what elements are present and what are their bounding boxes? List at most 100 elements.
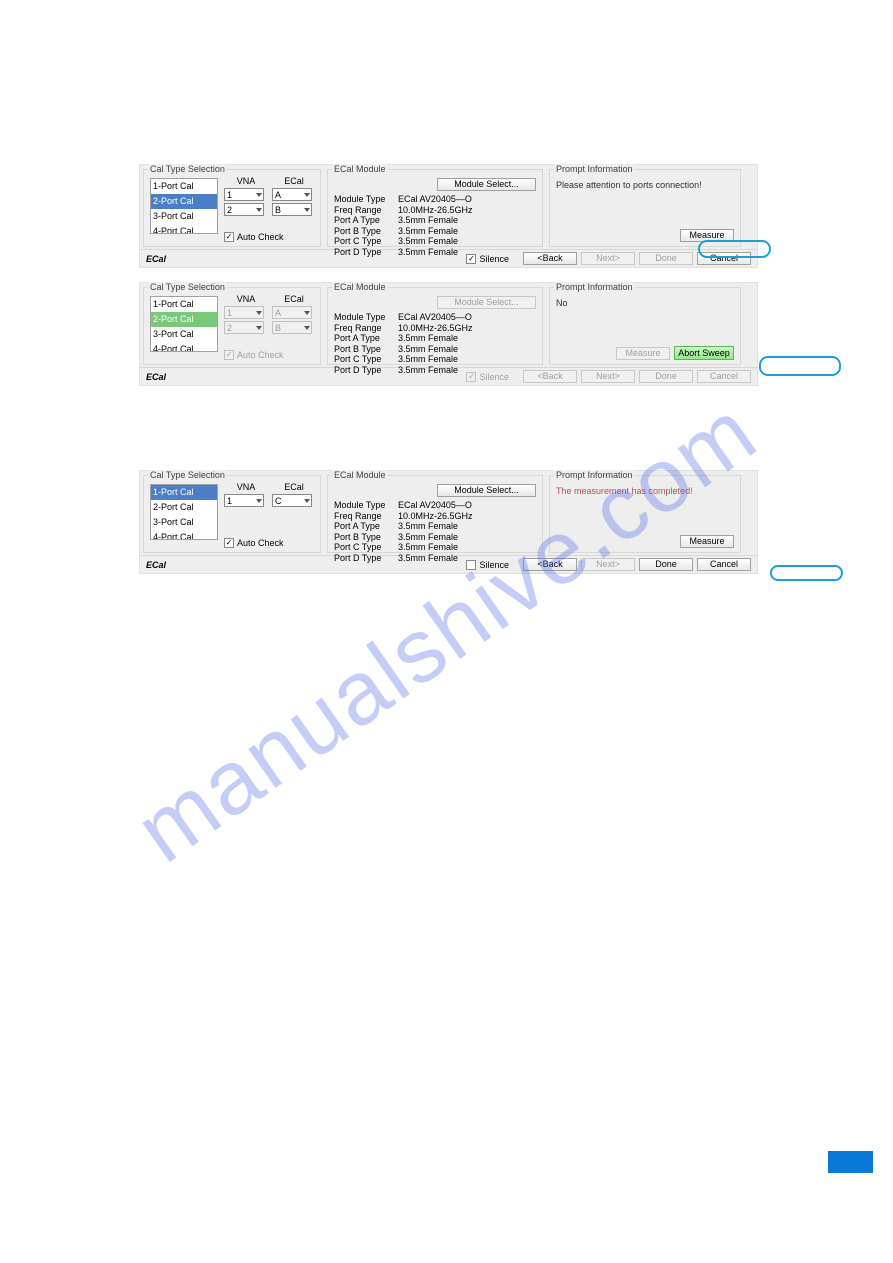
- vna-column: VNA12: [224, 176, 268, 218]
- prompt-text: Please attention to ports connection!: [556, 180, 734, 191]
- group-title: Cal Type Selection: [148, 470, 227, 480]
- vna-column: VNA 1: [224, 482, 268, 509]
- prompt-info-group: Prompt InformationPlease attention to po…: [549, 169, 741, 247]
- cal-type-list[interactable]: 1-Port Cal2-Port Cal3-Port Cal4-Port Cal: [150, 178, 218, 234]
- module-info: Module TypeECal AV20405—OFreq Range10.0M…: [334, 312, 536, 375]
- chevron-down-icon: [304, 326, 310, 330]
- module-info: Module TypeECal AV20405—OFreq Range10.0M…: [334, 500, 536, 563]
- module-info-row: Port C Type3.5mm Female: [334, 236, 536, 247]
- ecal-module-group: ECal ModuleModule Select...Module TypeEC…: [327, 169, 543, 247]
- cal-type-item[interactable]: 3-Port Cal: [151, 515, 217, 530]
- auto-check[interactable]: ✓Auto Check: [224, 232, 284, 242]
- module-select-button[interactable]: Module Select...: [437, 484, 536, 497]
- module-select-button: Module Select...: [437, 296, 536, 309]
- column-header: ECal: [272, 294, 316, 304]
- cal-type-item[interactable]: 3-Port Cal: [151, 209, 217, 224]
- module-info-row: Port B Type3.5mm Female: [334, 532, 536, 543]
- column-header: ECal: [272, 482, 316, 492]
- cal-type-item[interactable]: 4-Port Cal: [151, 530, 217, 540]
- module-info-row: Freq Range10.0MHz-26.5GHz: [334, 205, 536, 216]
- cal-type-item[interactable]: 1-Port Cal: [151, 485, 217, 500]
- module-info-row: Port A Type3.5mm Female: [334, 215, 536, 226]
- cal-type-item[interactable]: 4-Port Cal: [151, 224, 217, 234]
- cal-type-group: Cal Type Selection1-Port Cal2-Port Cal3-…: [143, 475, 321, 553]
- module-select-button[interactable]: Module Select...: [437, 178, 536, 191]
- chevron-down-icon: [256, 193, 262, 197]
- chevron-down-icon: [256, 311, 262, 315]
- chevron-down-icon: [256, 499, 262, 503]
- cal-type-item[interactable]: 2-Port Cal: [151, 500, 217, 515]
- module-info-row: Port A Type3.5mm Female: [334, 521, 536, 532]
- vna-combo[interactable]: 1: [224, 494, 264, 507]
- cal-type-list[interactable]: 1-Port Cal2-Port Cal3-Port Cal4-Port Cal: [150, 484, 218, 540]
- group-title: Prompt Information: [554, 282, 635, 292]
- ecal-combo[interactable]: A: [272, 188, 312, 201]
- cal-type-item[interactable]: 1-Port Cal: [151, 179, 217, 194]
- vna-combo[interactable]: 1: [224, 188, 264, 201]
- next-button: Next>: [581, 252, 635, 265]
- ecal-column: ECal C: [272, 482, 316, 509]
- chevron-down-icon: [304, 193, 310, 197]
- vna-column: VNA12: [224, 294, 268, 336]
- group-title: ECal Module: [332, 470, 388, 480]
- cal-type-list[interactable]: 1-Port Cal2-Port Cal3-Port Cal4-Port Cal: [150, 296, 218, 352]
- cal-type-item[interactable]: 2-Port Cal: [151, 312, 217, 327]
- group-title: Cal Type Selection: [148, 282, 227, 292]
- footer-title: ECal: [146, 254, 166, 264]
- cancel-button[interactable]: Cancel: [697, 558, 751, 571]
- cancel-button: Cancel: [697, 370, 751, 383]
- prompt-info-group: Prompt InformationNoMeasureAbort Sweep: [549, 287, 741, 365]
- cal-type-group: Cal Type Selection1-Port Cal2-Port Cal3-…: [143, 169, 321, 247]
- cal-type-group: Cal Type Selection1-Port Cal2-Port Cal3-…: [143, 287, 321, 365]
- watermark: manualshive.com: [118, 380, 775, 883]
- ecal-module-group: ECal ModuleModule Select...Module TypeEC…: [327, 475, 543, 553]
- cal-type-item[interactable]: 1-Port Cal: [151, 297, 217, 312]
- cal-type-item[interactable]: 3-Port Cal: [151, 327, 217, 342]
- prompt-text: No: [556, 298, 734, 309]
- module-info-row: Port C Type3.5mm Female: [334, 542, 536, 553]
- next-button: Next>: [581, 558, 635, 571]
- chevron-down-icon: [304, 311, 310, 315]
- ecal-panel: Cal Type Selection1-Port Cal2-Port Cal3-…: [139, 164, 758, 268]
- chevron-down-icon: [256, 326, 262, 330]
- auto-check: ✓Auto Check: [224, 350, 284, 360]
- cal-type-item[interactable]: 4-Port Cal: [151, 342, 217, 352]
- cal-type-item[interactable]: 2-Port Cal: [151, 194, 217, 209]
- highlight-ring: [770, 565, 843, 581]
- ecal-column: ECal AB: [272, 294, 316, 336]
- checkbox-icon: ✓: [224, 232, 234, 242]
- chevron-down-icon: [304, 499, 310, 503]
- chevron-down-icon: [304, 208, 310, 212]
- module-info-row: Port C Type3.5mm Female: [334, 354, 536, 365]
- group-title: Prompt Information: [554, 470, 635, 480]
- vna-combo[interactable]: 2: [224, 203, 264, 216]
- chevron-down-icon: [256, 208, 262, 212]
- measure-button[interactable]: Measure: [680, 535, 734, 548]
- ecal-combo[interactable]: C: [272, 494, 312, 507]
- done-button[interactable]: Done: [639, 558, 693, 571]
- module-info-row: Port A Type3.5mm Female: [334, 333, 536, 344]
- prompt-text: The measurement has completed!: [556, 486, 734, 497]
- module-info-row: Port D Type3.5mm Female: [334, 247, 536, 258]
- prompt-info-group: Prompt InformationThe measurement has co…: [549, 475, 741, 553]
- module-info-row: Port B Type3.5mm Female: [334, 344, 536, 355]
- column-header: VNA: [224, 482, 268, 492]
- measure-button: Measure: [616, 347, 670, 360]
- checkbox-icon: ✓: [224, 350, 234, 360]
- cancel-button[interactable]: Cancel: [697, 252, 751, 265]
- ecal-combo: B: [272, 321, 312, 334]
- group-title: ECal Module: [332, 164, 388, 174]
- module-info-row: Port D Type3.5mm Female: [334, 365, 536, 376]
- abort-sweep-button[interactable]: Abort Sweep: [674, 346, 734, 360]
- group-title: Prompt Information: [554, 164, 635, 174]
- column-header: ECal: [272, 176, 316, 186]
- auto-check[interactable]: ✓Auto Check: [224, 538, 284, 548]
- module-info-row: Freq Range10.0MHz-26.5GHz: [334, 511, 536, 522]
- done-button: Done: [639, 370, 693, 383]
- ecal-combo[interactable]: B: [272, 203, 312, 216]
- ecal-combo: A: [272, 306, 312, 319]
- module-info-row: Module TypeECal AV20405—O: [334, 500, 536, 511]
- footer-title: ECal: [146, 372, 166, 382]
- vna-combo: 1: [224, 306, 264, 319]
- measure-button[interactable]: Measure: [680, 229, 734, 242]
